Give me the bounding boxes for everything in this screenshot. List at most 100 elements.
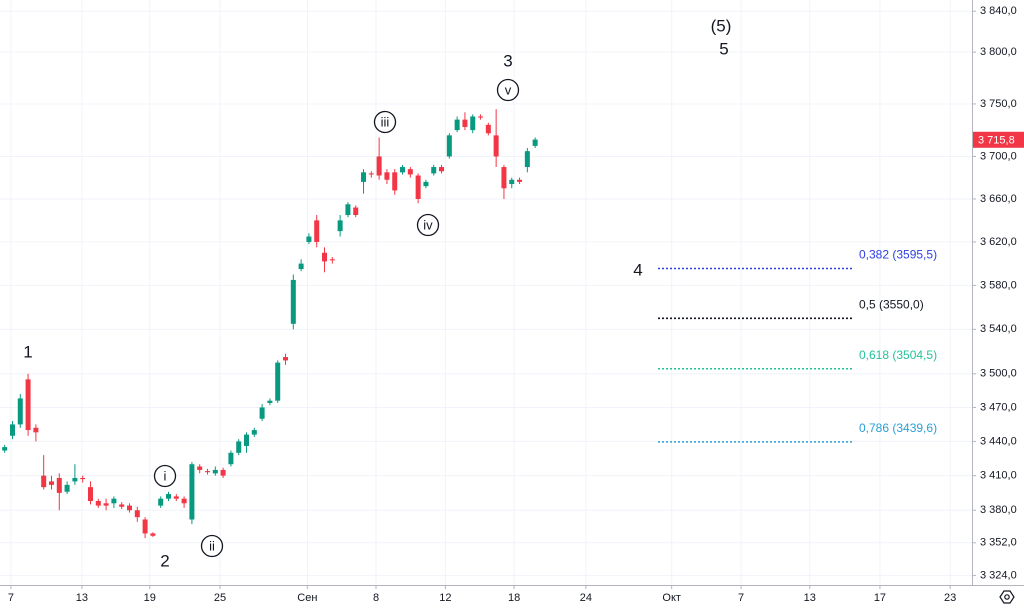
y-tick-label: 3 540,0 bbox=[980, 323, 1017, 335]
candle-body bbox=[275, 362, 281, 401]
candle-body bbox=[431, 167, 437, 174]
candle-body bbox=[290, 279, 296, 324]
circled-wave-label: iv bbox=[423, 217, 433, 232]
grid bbox=[0, 0, 972, 585]
settings-hexagon[interactable] bbox=[999, 590, 1015, 604]
circled-wave-label: iii bbox=[381, 114, 390, 129]
current-price-label: 3 715,8 bbox=[978, 135, 1015, 147]
candle-body bbox=[384, 172, 390, 180]
x-tick-label: 13 bbox=[76, 592, 88, 604]
candle-body bbox=[25, 379, 31, 431]
candle-body bbox=[361, 172, 367, 182]
candle-body bbox=[400, 167, 406, 173]
candle-body bbox=[251, 430, 257, 435]
fib-level-label: 0,382 (3595,5) bbox=[859, 248, 937, 262]
candle-body bbox=[501, 167, 507, 189]
candle-body bbox=[314, 220, 320, 242]
candle-body bbox=[517, 179, 523, 182]
x-tick-label: 7 bbox=[738, 592, 744, 604]
y-tick-label: 3 840,0 bbox=[980, 5, 1017, 17]
candle-body bbox=[353, 207, 359, 216]
candle-body bbox=[33, 427, 39, 433]
candle-body bbox=[345, 204, 351, 216]
candle-body bbox=[64, 484, 70, 492]
y-tick-label: 3 500,0 bbox=[980, 368, 1017, 380]
y-tick-label: 3 750,0 bbox=[980, 98, 1017, 110]
candle-body bbox=[166, 494, 172, 499]
x-tick-label: Окт bbox=[662, 592, 681, 604]
candle-body bbox=[368, 173, 374, 175]
candle-body bbox=[41, 475, 47, 488]
fib-level-label: 0,5 (3550,0) bbox=[859, 297, 924, 311]
wave-label: (5) bbox=[711, 16, 732, 35]
candle-body bbox=[407, 169, 413, 175]
candle-body bbox=[119, 504, 125, 507]
candle-body bbox=[48, 481, 54, 485]
candle-body bbox=[126, 505, 132, 511]
candle-body bbox=[134, 510, 140, 518]
x-tick-label: 18 bbox=[508, 592, 520, 604]
x-tick-label: 7 bbox=[8, 592, 14, 604]
candle-body bbox=[392, 172, 398, 191]
fib-level-label: 0,786 (3439,6) bbox=[859, 421, 937, 435]
circled-wave-label: v bbox=[505, 82, 512, 97]
wave-label: 3 bbox=[503, 51, 512, 70]
y-tick-label: 3 440,0 bbox=[980, 435, 1017, 447]
wave-label: 4 bbox=[633, 260, 642, 279]
candle-body bbox=[103, 503, 109, 506]
settings-dot[interactable] bbox=[1004, 594, 1010, 600]
wave-label: 2 bbox=[160, 551, 169, 570]
candle-body bbox=[220, 469, 226, 476]
y-tick-label: 3 800,0 bbox=[980, 46, 1017, 58]
candle-body bbox=[267, 400, 273, 403]
candle-body bbox=[111, 498, 117, 504]
y-tick-label: 3 352,0 bbox=[980, 537, 1017, 549]
x-tick-label: 13 bbox=[804, 592, 816, 604]
candle-body bbox=[205, 471, 211, 473]
candle-body bbox=[150, 533, 156, 536]
x-tick-label: 8 bbox=[373, 592, 379, 604]
current-price-tag bbox=[973, 131, 1024, 148]
candle-body bbox=[462, 119, 468, 127]
x-tick-label: 12 bbox=[439, 592, 451, 604]
candle-body bbox=[532, 139, 538, 146]
candle-body bbox=[244, 434, 250, 446]
candle-body bbox=[470, 116, 476, 131]
candle-body bbox=[306, 236, 312, 242]
candle-body bbox=[189, 464, 195, 520]
wave-circle bbox=[153, 464, 177, 488]
candle-body bbox=[228, 452, 234, 465]
y-tick-label: 3 410,0 bbox=[980, 470, 1017, 482]
candle-body bbox=[173, 496, 179, 499]
candle-body bbox=[158, 498, 164, 506]
candle-body bbox=[439, 167, 445, 172]
y-tick-label: 3 620,0 bbox=[980, 236, 1017, 248]
x-tick-label: 23 bbox=[944, 592, 956, 604]
wave-circle bbox=[496, 78, 520, 102]
candle-body bbox=[415, 175, 421, 199]
wave-circle bbox=[416, 213, 440, 237]
x-tick-label: 19 bbox=[144, 592, 156, 604]
wave-label: 1 bbox=[23, 342, 32, 361]
candle-body bbox=[298, 263, 304, 270]
y-tick-label: 3 470,0 bbox=[980, 401, 1017, 413]
wave-label: 5 bbox=[719, 39, 728, 58]
y-tick-label: 3 700,0 bbox=[980, 150, 1017, 162]
candle-body bbox=[478, 116, 484, 118]
x-tick-label: 25 bbox=[214, 592, 226, 604]
settings-icon[interactable] bbox=[999, 590, 1015, 604]
candle-body bbox=[446, 135, 452, 157]
candle-body bbox=[2, 447, 8, 451]
candle-body bbox=[212, 469, 218, 474]
candle-body bbox=[329, 259, 335, 261]
y-tick-label: 3 580,0 bbox=[980, 279, 1017, 291]
wave-circle bbox=[200, 534, 224, 558]
candle-body bbox=[423, 181, 429, 187]
candle-body bbox=[142, 519, 148, 534]
x-tick-label: Сен bbox=[297, 592, 317, 604]
candle-body bbox=[322, 252, 328, 262]
candle-body bbox=[9, 424, 15, 436]
x-tick-label: 24 bbox=[580, 592, 592, 604]
candle-body bbox=[17, 398, 23, 425]
